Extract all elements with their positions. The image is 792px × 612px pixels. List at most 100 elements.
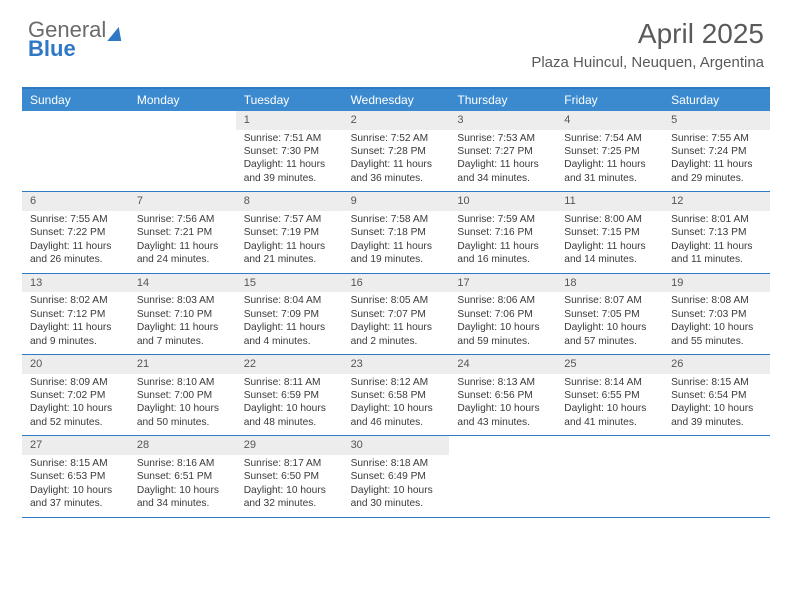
day-number: 7 <box>129 192 236 211</box>
daylight-line: Daylight: 10 hours and 32 minutes. <box>244 484 335 511</box>
sunrise-line: Sunrise: 8:17 AM <box>244 457 335 470</box>
daylight-line: Daylight: 10 hours and 59 minutes. <box>457 321 548 348</box>
logo-sail-icon <box>108 27 123 41</box>
sunrise-line: Sunrise: 8:09 AM <box>30 376 121 389</box>
empty-cell <box>129 111 236 191</box>
sunset-line: Sunset: 7:00 PM <box>137 389 228 402</box>
calendar: SundayMondayTuesdayWednesdayThursdayFrid… <box>22 87 770 518</box>
dow-sunday: Sunday <box>22 89 129 111</box>
sunrise-line: Sunrise: 8:13 AM <box>457 376 548 389</box>
day-number: 12 <box>663 192 770 211</box>
day-1: 1Sunrise: 7:51 AMSunset: 7:30 PMDaylight… <box>236 111 343 191</box>
sunset-line: Sunset: 7:12 PM <box>30 308 121 321</box>
dow-monday: Monday <box>129 89 236 111</box>
daylight-line: Daylight: 11 hours and 9 minutes. <box>30 321 121 348</box>
day-number: 5 <box>663 111 770 130</box>
daylight-line: Daylight: 11 hours and 7 minutes. <box>137 321 228 348</box>
sunset-line: Sunset: 6:55 PM <box>564 389 655 402</box>
sunrise-line: Sunrise: 8:08 AM <box>671 294 762 307</box>
daylight-line: Daylight: 11 hours and 14 minutes. <box>564 240 655 267</box>
sunrise-line: Sunrise: 8:07 AM <box>564 294 655 307</box>
daylight-line: Daylight: 10 hours and 43 minutes. <box>457 402 548 429</box>
day-27: 27 Sunrise: 8:15 AMSunset: 6:53 PMDayligh… <box>22 436 129 516</box>
day-content: Sunrise: 7:55 AMSunset: 7:24 PMDaylight:… <box>663 132 770 186</box>
day-number: 8 <box>236 192 343 211</box>
day-17: 17Sunrise: 8:06 AMSunset: 7:06 PMDayligh… <box>449 274 556 354</box>
week-row: 13Sunrise: 8:02 AMSunset: 7:12 PMDayligh… <box>22 274 770 355</box>
day-content: Sunrise: 7:57 AMSunset: 7:19 PMDaylight:… <box>236 213 343 267</box>
sunset-line: Sunset: 7:30 PM <box>244 145 335 158</box>
daylight-line: Daylight: 11 hours and 21 minutes. <box>244 240 335 267</box>
day-content: Sunrise: 7:53 AMSunset: 7:27 PMDaylight:… <box>449 132 556 186</box>
sunrise-line: Sunrise: 8:02 AM <box>30 294 121 307</box>
day-number: 19 <box>663 274 770 293</box>
daylight-line: Daylight: 11 hours and 2 minutes. <box>351 321 442 348</box>
location-subtitle: Plaza Huincul, Neuquen, Argentina <box>531 54 764 71</box>
day-16: 16Sunrise: 8:05 AMSunset: 7:07 PMDayligh… <box>343 274 450 354</box>
day-number: 13 <box>22 274 129 293</box>
sunrise-line: Sunrise: 8:14 AM <box>564 376 655 389</box>
day-number: 26 <box>663 355 770 374</box>
daylight-line: Daylight: 11 hours and 11 minutes. <box>671 240 762 267</box>
day-23: 23Sunrise: 8:12 AMSunset: 6:58 PMDayligh… <box>343 355 450 435</box>
day-content: Sunrise: 7:56 AMSunset: 7:21 PMDaylight:… <box>129 213 236 267</box>
title-block: April 2025 Plaza Huincul, Neuquen, Argen… <box>531 18 764 71</box>
day-content: Sunrise: 7:59 AMSunset: 7:16 PMDaylight:… <box>449 213 556 267</box>
sunset-line: Sunset: 6:56 PM <box>457 389 548 402</box>
day-content: Sunrise: 8:07 AMSunset: 7:05 PMDaylight:… <box>556 294 663 348</box>
sunrise-line: Sunrise: 7:56 AM <box>137 213 228 226</box>
day-number: 27 <box>22 436 129 455</box>
day-9: 9 Sunrise: 7:58 AMSunset: 7:18 PMDaylight… <box>343 192 450 272</box>
sunrise-line: Sunrise: 7:51 AM <box>244 132 335 145</box>
day-6: 6Sunrise: 7:55 AMSunset: 7:22 PMDaylight… <box>22 192 129 272</box>
daylight-line: Daylight: 10 hours and 34 minutes. <box>137 484 228 511</box>
sunset-line: Sunset: 7:09 PM <box>244 308 335 321</box>
day-30: 30Sunrise: 8:18 AMSunset: 6:49 PMDayligh… <box>343 436 450 516</box>
sunset-line: Sunset: 7:25 PM <box>564 145 655 158</box>
daylight-line: Daylight: 11 hours and 16 minutes. <box>457 240 548 267</box>
day-content: Sunrise: 8:15 AMSunset: 6:53 PMDaylight:… <box>22 457 129 511</box>
day-content: Sunrise: 8:15 AMSunset: 6:54 PMDaylight:… <box>663 376 770 430</box>
sunset-line: Sunset: 7:16 PM <box>457 226 548 239</box>
day-number: 3 <box>449 111 556 130</box>
day-content: Sunrise: 8:06 AMSunset: 7:06 PMDaylight:… <box>449 294 556 348</box>
sunrise-line: Sunrise: 8:15 AM <box>30 457 121 470</box>
day-number: 10 <box>449 192 556 211</box>
sunrise-line: Sunrise: 8:03 AM <box>137 294 228 307</box>
sunset-line: Sunset: 7:28 PM <box>351 145 442 158</box>
daylight-line: Daylight: 10 hours and 50 minutes. <box>137 402 228 429</box>
header: GeneralBlue April 2025 Plaza Huincul, Ne… <box>0 0 792 79</box>
day-5: 5 Sunrise: 7:55 AMSunset: 7:24 PMDaylight… <box>663 111 770 191</box>
daylight-line: Daylight: 11 hours and 34 minutes. <box>457 158 548 185</box>
dow-friday: Friday <box>556 89 663 111</box>
sunset-line: Sunset: 7:10 PM <box>137 308 228 321</box>
daylight-line: Daylight: 11 hours and 19 minutes. <box>351 240 442 267</box>
day-number: 23 <box>343 355 450 374</box>
dow-saturday: Saturday <box>663 89 770 111</box>
day-content: Sunrise: 7:54 AMSunset: 7:25 PMDaylight:… <box>556 132 663 186</box>
sunrise-line: Sunrise: 7:54 AM <box>564 132 655 145</box>
day-content: Sunrise: 8:04 AMSunset: 7:09 PMDaylight:… <box>236 294 343 348</box>
daylight-line: Daylight: 11 hours and 24 minutes. <box>137 240 228 267</box>
sunset-line: Sunset: 7:05 PM <box>564 308 655 321</box>
week-row: 6Sunrise: 7:55 AMSunset: 7:22 PMDaylight… <box>22 192 770 273</box>
daylight-line: Daylight: 10 hours and 55 minutes. <box>671 321 762 348</box>
day-8: 8 Sunrise: 7:57 AMSunset: 7:19 PMDaylight… <box>236 192 343 272</box>
day-number: 20 <box>22 355 129 374</box>
sunset-line: Sunset: 7:07 PM <box>351 308 442 321</box>
day-number: 18 <box>556 274 663 293</box>
daylight-line: Daylight: 10 hours and 57 minutes. <box>564 321 655 348</box>
sunset-line: Sunset: 7:27 PM <box>457 145 548 158</box>
day-7: 7 Sunrise: 7:56 AMSunset: 7:21 PMDaylight… <box>129 192 236 272</box>
day-number: 22 <box>236 355 343 374</box>
day-10: 10 Sunrise: 7:59 AMSunset: 7:16 PMDayligh… <box>449 192 556 272</box>
sunrise-line: Sunrise: 7:55 AM <box>671 132 762 145</box>
day-number: 15 <box>236 274 343 293</box>
day-number: 9 <box>343 192 450 211</box>
empty-cell <box>663 436 770 516</box>
day-3: 3 Sunrise: 7:53 AMSunset: 7:27 PMDaylight… <box>449 111 556 191</box>
day-content: Sunrise: 7:58 AMSunset: 7:18 PMDaylight:… <box>343 213 450 267</box>
daylight-line: Daylight: 11 hours and 4 minutes. <box>244 321 335 348</box>
day-number: 11 <box>556 192 663 211</box>
sunrise-line: Sunrise: 8:06 AM <box>457 294 548 307</box>
